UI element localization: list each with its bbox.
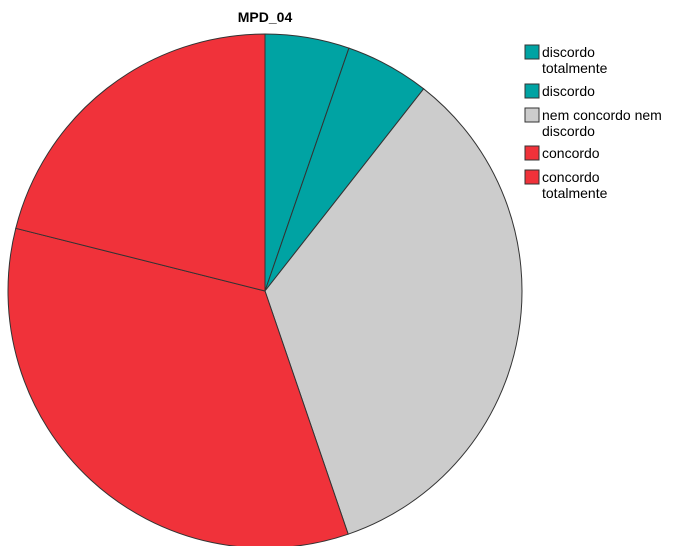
legend-swatch-3: [524, 107, 540, 123]
legend-label-1-line-2: totalmente: [542, 60, 608, 76]
legend-swatch-5: [524, 169, 540, 185]
legend-swatch-2: [524, 83, 540, 99]
legend-label-5-line-2: totalmente: [542, 185, 608, 201]
legend-label-5-line-1: concordo: [542, 169, 600, 185]
pie-slices: [7, 33, 523, 549]
chart-title: MPD_04: [238, 9, 293, 25]
legend-swatch-4: [524, 145, 540, 161]
pie-slice-3: [264, 88, 523, 535]
legend-label-3-line-1: nem concordo nem: [542, 107, 662, 123]
legend-swatch-1: [524, 44, 540, 60]
legend-label-3-line-2: discordo: [542, 123, 595, 139]
legend-label-4-line-1: concordo: [542, 145, 600, 161]
legend-label-2-line-1: discordo: [542, 83, 595, 99]
pie-slice-5: [15, 33, 266, 292]
legend-label-1-line-1: discordo: [542, 44, 595, 60]
